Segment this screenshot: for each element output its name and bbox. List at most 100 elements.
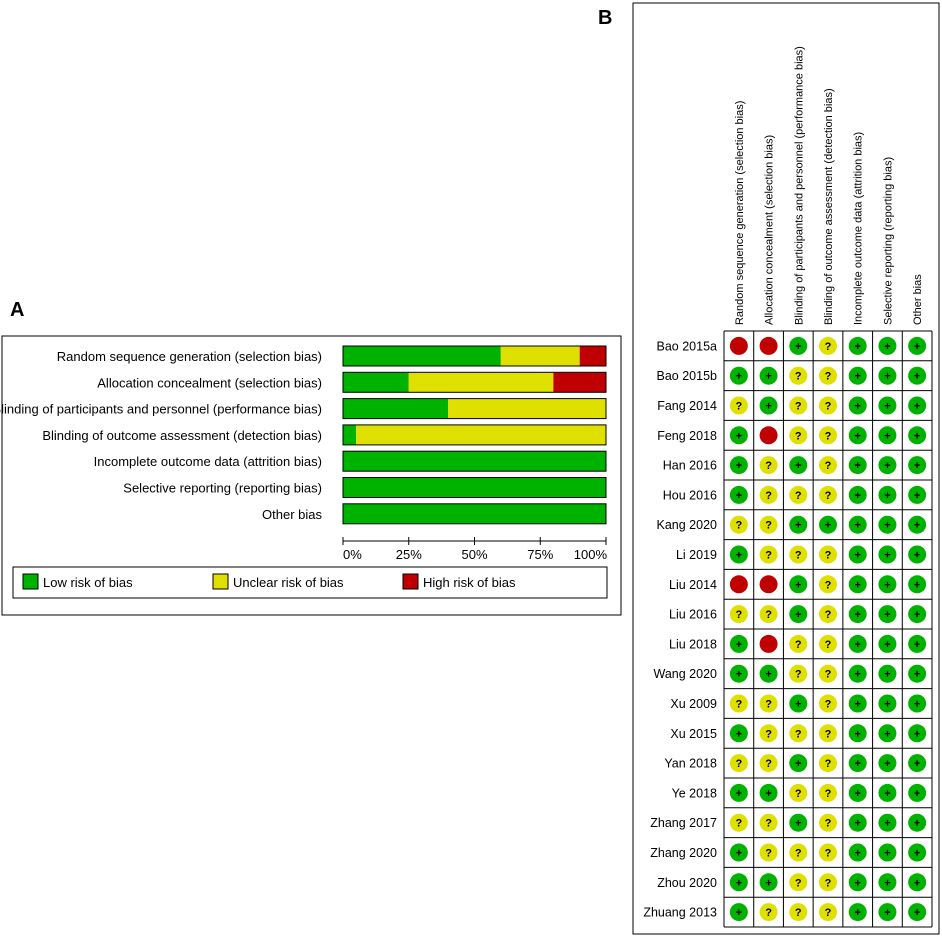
bar-outline [342,424,607,446]
risk-glyph: + [795,520,801,532]
risk-glyph: + [854,609,860,621]
risk-symbol-low [729,724,748,743]
legend-swatch [212,573,229,590]
risk-of-bias-table: Random sequence generation (selection bi… [643,46,933,928]
risk-symbol-low [789,515,808,534]
risk-glyph: + [884,371,890,383]
risk-glyph: + [765,371,771,383]
risk-symbol-low [848,634,867,653]
risk-symbol-low [908,605,927,624]
bar-segment-low-risk-of-bias [343,451,606,472]
risk-glyph: ? [825,371,832,383]
risk-glyph: ? [765,699,772,711]
risk-symbol-low [729,873,748,892]
risk-glyph: ? [735,818,742,830]
risk-glyph: ? [795,430,802,442]
risk-symbol-low [908,456,927,475]
risk-symbol-unclear [789,724,808,743]
risk-glyph: + [884,728,890,740]
risk-glyph: + [914,877,920,889]
risk-symbol-low [878,366,897,385]
risk-glyph: ? [795,907,802,919]
legend-entry: Low risk of bias [43,575,133,590]
risk-glyph: + [795,609,801,621]
bar-outline [342,503,607,525]
risk-symbol-low [759,873,778,892]
risk-symbol-unclear [819,783,837,802]
risk-symbol-low [848,575,867,594]
risk-symbol-high [759,426,778,445]
study-label: Zhuang 2013 [643,906,717,920]
risk-symbol-unclear [789,903,808,922]
risk-symbol-low [908,754,927,773]
risk-glyph: ? [825,728,832,740]
risk-glyph: + [854,758,860,770]
risk-glyph: + [914,818,920,830]
risk-glyph: + [884,579,890,591]
risk-glyph: + [795,341,801,353]
risk-glyph: + [795,579,801,591]
risk-glyph: + [854,877,860,889]
risk-glyph: ? [825,490,832,502]
risk-glyph: + [914,788,920,800]
chart-legend: Low risk of bias Unclear risk of bias High… [12,566,608,599]
risk-glyph: + [914,758,920,770]
risk-symbol-unclear [819,724,837,743]
risk-symbol-low [729,545,748,564]
risk-glyph: + [884,460,890,472]
risk-symbol-low [908,366,927,385]
column-header: Allocation concealment (selection bias) [764,135,776,325]
risk-glyph: ? [795,877,802,889]
risk-glyph: + [914,401,920,413]
legend-swatch [402,573,419,590]
column-header: Selective reporting (reporting bias) [882,157,894,325]
risk-symbol-low [729,843,748,862]
risk-glyph: ? [795,371,802,383]
risk-glyph: + [884,818,890,830]
category-label: Incomplete outcome data (attrition bias) [94,454,322,469]
risk-symbol-low [759,366,778,385]
risk-glyph: ? [795,848,802,860]
risk-symbol-low [908,903,927,922]
risk-symbol-unclear [819,664,837,683]
risk-glyph: ? [825,460,832,472]
risk-glyph: + [884,609,890,621]
risk-symbol-unclear [729,605,748,624]
risk-symbol-low [908,873,927,892]
risk-glyph: + [854,848,860,860]
x-tick-label: 0% [343,547,362,562]
risk-symbol-low [878,813,897,832]
bar-outline [342,398,607,420]
study-label: Hou 2016 [663,488,717,502]
x-tick-label: 75% [527,547,553,562]
risk-symbol-low [878,724,897,743]
risk-glyph: ? [765,818,772,830]
risk-symbol-unclear [819,634,837,653]
risk-symbol-low [848,426,867,445]
study-label: Liu 2014 [669,578,717,592]
risk-symbol-low [848,754,867,773]
risk-glyph: + [854,430,860,442]
risk-symbol-low [789,336,808,355]
study-label: Han 2016 [663,459,717,473]
risk-symbol-unclear [819,336,837,355]
study-label: Ye 2018 [672,786,717,800]
risk-symbol-low [878,694,897,713]
risk-glyph: + [884,430,890,442]
study-label: Li 2019 [676,548,717,562]
risk-glyph: + [854,728,860,740]
risk-symbol-low [729,456,748,475]
risk-glyph: + [914,579,920,591]
risk-glyph: + [884,788,890,800]
risk-glyph: ? [825,430,832,442]
risk-symbol-high [759,634,778,653]
bar-segment-high-risk-of-bias [579,346,606,366]
risk-symbol-low [878,575,897,594]
risk-glyph: ? [825,579,832,591]
risk-glyph: + [736,460,742,472]
risk-glyph: ? [735,520,742,532]
risk-symbol-unclear [759,903,778,922]
risk-symbol-low [729,485,748,504]
risk-glyph: ? [765,460,772,472]
